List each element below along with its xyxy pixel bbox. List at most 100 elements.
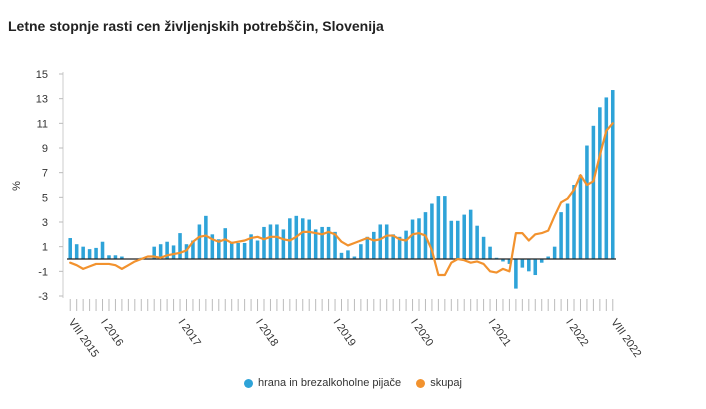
- bar: [249, 234, 253, 259]
- bar: [488, 246, 492, 259]
- bar: [501, 259, 505, 262]
- bar: [120, 256, 124, 259]
- legend-marker-food: [244, 378, 254, 388]
- x-tick-label: I 2022: [563, 317, 590, 349]
- bar: [100, 241, 105, 259]
- chart-title: Letne stopnje rasti cen življenjskih pot…: [8, 18, 384, 34]
- bar: [197, 224, 202, 259]
- bar: [81, 246, 85, 259]
- y-tick-label: 5: [42, 192, 48, 204]
- bar: [229, 241, 234, 259]
- bar: [74, 244, 79, 259]
- legend-label-total: skupaj: [430, 377, 462, 389]
- bar: [481, 236, 486, 259]
- bar: [107, 255, 111, 259]
- bar: [307, 219, 311, 259]
- bar: [339, 252, 344, 259]
- bar: [507, 259, 512, 264]
- bar: [236, 242, 240, 259]
- bar: [359, 244, 363, 259]
- y-tick-label: 11: [37, 118, 48, 130]
- bar: [171, 245, 176, 259]
- bar: [204, 215, 208, 259]
- legend-item-food[interactable]: hrana in brezalkoholne pijače: [244, 377, 401, 389]
- y-tick-label: 9: [42, 143, 48, 155]
- x-tick-label: VIII 2015: [66, 317, 101, 360]
- bar: [262, 226, 266, 259]
- bar: [288, 218, 292, 259]
- chart-legend: hrana in brezalkoholne pijače skupaj: [0, 377, 706, 391]
- x-tick-label: VIII 2022: [608, 317, 643, 360]
- bar: [572, 185, 576, 259]
- bar: [210, 234, 215, 259]
- bar: [333, 231, 337, 259]
- legend-item-total[interactable]: skupaj: [416, 377, 462, 389]
- bar: [87, 249, 92, 259]
- bar: [468, 209, 473, 259]
- bar: [430, 203, 434, 259]
- bar: [449, 220, 454, 259]
- bar: [552, 246, 557, 259]
- bar: [397, 236, 402, 259]
- legend-marker-total: [416, 378, 426, 388]
- bar: [165, 241, 169, 259]
- x-tick-label: I 2016: [98, 317, 125, 349]
- bar: [565, 203, 570, 259]
- y-tick-label: -1: [38, 266, 48, 278]
- bar: [384, 224, 389, 259]
- bar: [275, 224, 279, 259]
- bar: [514, 259, 518, 289]
- y-tick-label: 1: [42, 242, 48, 254]
- bar: [68, 238, 72, 259]
- x-tick-label: I 2017: [176, 317, 203, 349]
- bar: [578, 175, 583, 259]
- y-tick-label: 15: [36, 69, 48, 81]
- bar: [346, 250, 350, 259]
- bar: [539, 259, 544, 263]
- bar: [598, 107, 602, 259]
- bar: [313, 229, 318, 259]
- y-tick-label: 3: [42, 217, 48, 229]
- bar: [113, 255, 118, 259]
- bar: [242, 242, 247, 259]
- bar: [255, 240, 260, 259]
- bar: [300, 218, 305, 259]
- bar: [158, 244, 163, 259]
- y-tick-label: 7: [42, 168, 48, 180]
- legend-label-food: hrana in brezalkoholne pijače: [258, 377, 402, 389]
- x-tick-label: I 2020: [408, 317, 435, 349]
- bar: [436, 196, 441, 259]
- bar: [527, 259, 531, 272]
- bar: [378, 224, 383, 259]
- bar: [191, 240, 195, 259]
- x-tick-label: I 2021: [486, 317, 513, 349]
- bar: [268, 224, 273, 259]
- bar: [94, 247, 98, 259]
- bar: [494, 257, 499, 259]
- y-tick-label: -3: [38, 291, 48, 303]
- bar: [352, 256, 357, 259]
- bar: [391, 234, 395, 259]
- bar: [559, 212, 563, 259]
- bar: [546, 256, 550, 259]
- bar: [533, 259, 538, 276]
- y-axis-label: %: [11, 181, 23, 191]
- x-tick-label: I 2019: [331, 317, 358, 349]
- bar: [585, 145, 589, 259]
- bar: [320, 226, 324, 259]
- bar: [281, 229, 286, 259]
- x-tick-label: I 2018: [253, 317, 280, 349]
- bar: [591, 125, 596, 259]
- bar: [417, 218, 421, 259]
- bar: [410, 219, 415, 259]
- bar: [455, 220, 460, 259]
- bar: [520, 259, 525, 268]
- bar: [475, 225, 479, 259]
- bar: [152, 246, 156, 259]
- bar: [610, 90, 615, 259]
- line-series-total: [69, 122, 614, 277]
- bar: [604, 97, 609, 260]
- bar: [372, 231, 376, 259]
- bar: [217, 239, 221, 259]
